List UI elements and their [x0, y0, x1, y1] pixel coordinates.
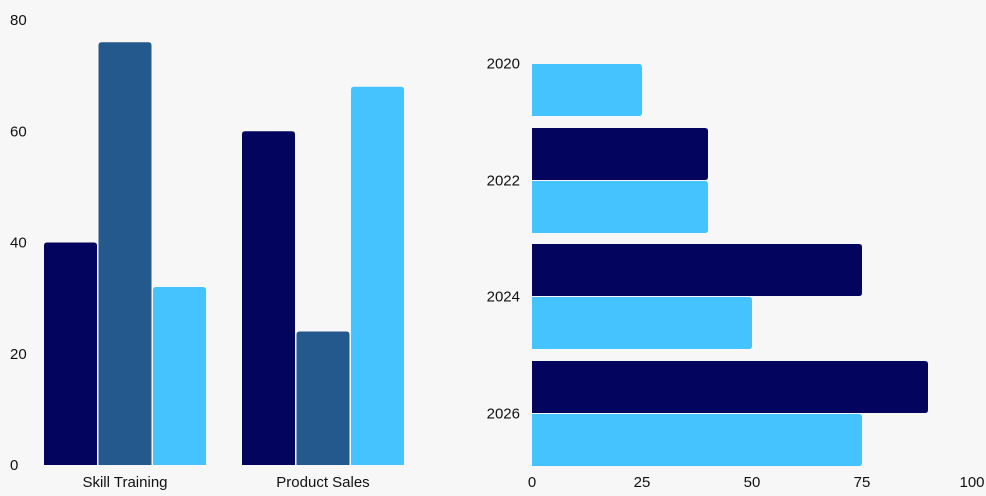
x-tick-label: 75 — [854, 474, 871, 491]
bar — [532, 128, 708, 180]
bar — [296, 331, 350, 465]
bar — [532, 64, 642, 116]
x-tick-label: 25 — [634, 474, 651, 491]
x-tick-label: 50 — [744, 474, 761, 491]
bar — [351, 86, 404, 465]
bar — [242, 131, 295, 465]
y-tick-label: 40 — [10, 235, 27, 252]
vertical-bar-chart: 0 20 40 60 80 Skill Training Product Sales — [10, 12, 404, 491]
bar — [532, 414, 862, 466]
y-tick-label: 0 — [10, 457, 18, 474]
bar — [44, 242, 97, 465]
y-category-label: 2026 — [487, 406, 520, 423]
bar — [532, 244, 862, 296]
x-category-label: Skill Training — [82, 474, 167, 491]
bar — [532, 181, 708, 233]
bar — [98, 42, 152, 465]
horizontal-bar-chart: 0 25 50 75 100 2020 2022 2024 2026 — [487, 56, 985, 492]
x-tick-label: 100 — [959, 474, 984, 491]
y-tick-label: 80 — [10, 12, 27, 29]
y-category-label: 2024 — [487, 289, 520, 306]
x-tick-label: 0 — [528, 474, 536, 491]
bar — [532, 361, 928, 413]
x-category-label: Product Sales — [276, 474, 369, 491]
y-tick-label: 60 — [10, 123, 27, 140]
bar — [532, 297, 752, 349]
y-category-label: 2020 — [487, 56, 520, 73]
bar — [153, 287, 206, 465]
y-tick-label: 20 — [10, 346, 27, 363]
y-category-label: 2022 — [487, 173, 520, 190]
